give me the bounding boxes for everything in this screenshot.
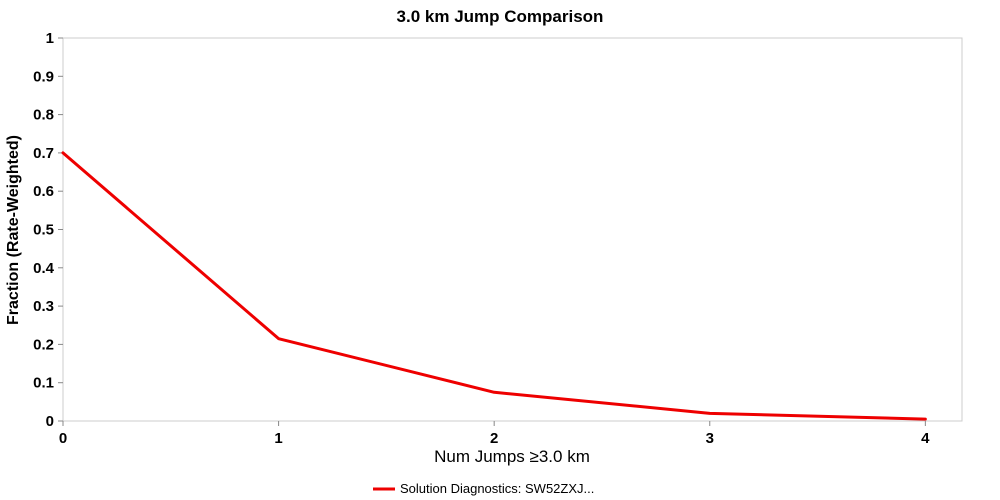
y-tick-label: 0.1	[33, 375, 54, 392]
y-tick-label: 0.6	[33, 183, 54, 200]
legend: Solution Diagnostics: SW52ZXJ...	[373, 481, 594, 496]
y-tick-label: 0.8	[33, 107, 54, 124]
y-tick-label: 0.7	[33, 145, 54, 162]
x-tick-label: 3	[706, 430, 714, 447]
x-tick-label: 0	[59, 430, 67, 447]
y-axis-label: Fraction (Rate-Weighted)	[5, 135, 22, 325]
y-tick-label: 0.3	[33, 298, 54, 315]
legend-label: Solution Diagnostics: SW52ZXJ...	[400, 481, 594, 496]
y-tick-label: 1	[46, 30, 54, 47]
x-axis-label: Num Jumps ≥3.0 km	[434, 447, 590, 466]
plot-layer: 0 0.1 0.2 0.3 0.4 0.5 0.6 0.7 0.8 0.9 1 0 1 2 3 4	[33, 30, 930, 447]
y-tick-label: 0.4	[33, 260, 55, 277]
x-tick-label: 1	[274, 430, 282, 447]
x-tick-label: 4	[921, 430, 930, 447]
y-tick-label: 0.5	[33, 222, 54, 239]
y-tick-label: 0.9	[33, 68, 54, 85]
series-line	[61, 151, 927, 421]
x-tick-label: 2	[490, 430, 498, 447]
plot-area	[62, 37, 963, 422]
y-tick-label: 0	[46, 413, 54, 430]
y-tick-label: 0.2	[33, 336, 54, 353]
chart-title: 3.0 km Jump Comparison	[397, 7, 604, 26]
